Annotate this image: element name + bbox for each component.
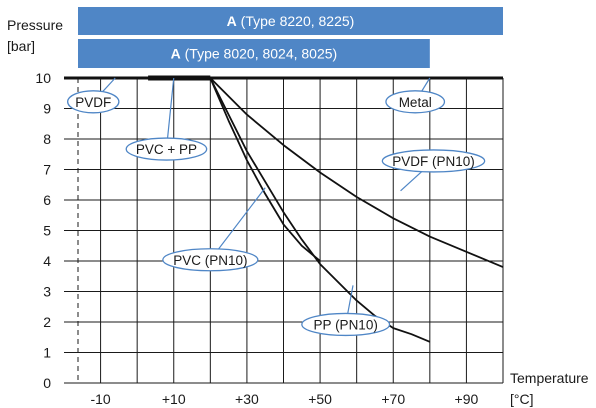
label-oval-pvc-pn10 (162, 248, 259, 272)
leader-pvc-pp (165, 77, 175, 150)
x-tick-label: +90 (455, 391, 479, 407)
label-oval-pvdf-pn10 (381, 149, 486, 173)
x-axis-label-line1: Temperature (510, 370, 589, 386)
band-type-8020-label-text: (Type 8020, 8024, 8025) (181, 46, 337, 62)
band-type-8220-label: A (Type 8220, 8225) (227, 13, 355, 29)
band-type-8220 (78, 7, 503, 35)
label-pvc-pp: PVC + PP (136, 142, 197, 157)
y-tick-label: 5 (43, 223, 51, 239)
annotation-layer: PVDF Metal PVC + PP PVDF (PN10) PVC (PN10) PP… (67, 77, 486, 337)
series-pvdf-pn10 (209, 77, 504, 268)
x-axis-label-line2: [°C] (510, 391, 534, 407)
label-oval-pvdf (67, 90, 120, 114)
series-pp-pn10 (209, 77, 431, 343)
y-tick-label: 2 (43, 314, 51, 330)
y-tick-label: 3 (43, 284, 51, 300)
band-type-8220-label-bold: A (227, 13, 237, 29)
series-pvc-pn10 (209, 77, 321, 262)
x-tick-label: +30 (235, 391, 259, 407)
label-pvdf: PVDF (75, 95, 111, 110)
y-tick-label: 8 (43, 131, 51, 147)
leader-pvc-pn10 (209, 187, 266, 261)
band-type-8020-label-bold: A (171, 46, 181, 62)
y-tick-label: 7 (43, 162, 51, 178)
label-oval-pp-pn10 (301, 312, 391, 337)
axis-layer: Pressure [bar] Temperature [°C] 0 1 2 3 4 5 6 7… (7, 17, 589, 407)
y-axis-label-line1: Pressure (7, 17, 63, 33)
x-tick-label: +70 (381, 391, 405, 407)
y-tick-label: 1 (43, 345, 51, 361)
y-tick-label: 10 (35, 70, 51, 86)
x-tick-label: +50 (308, 391, 332, 407)
label-pvdf-pn10: PVDF (PN10) (392, 154, 475, 169)
band-layer: A (Type 8220, 8225)A (Type 8020, 8024, 8… (78, 7, 503, 68)
y-tick-label: 9 (43, 101, 51, 117)
x-tick-label: +10 (162, 391, 186, 407)
x-tick-label: -10 (90, 391, 110, 407)
band-type-8220-label-text: (Type 8220, 8225) (237, 13, 355, 29)
label-oval-metal (385, 90, 446, 114)
y-tick-label: 0 (43, 375, 51, 391)
label-metal: Metal (399, 95, 432, 110)
grid-layer (64, 77, 504, 384)
y-tick-label: 6 (43, 192, 51, 208)
band-type-8020-label: A (Type 8020, 8024, 8025) (171, 46, 338, 62)
y-axis-label-line2: [bar] (7, 38, 35, 54)
label-pp-pn10: PP (PN10) (314, 317, 378, 332)
y-tick-label: 4 (43, 253, 51, 269)
label-pvc-pn10: PVC (PN10) (173, 253, 247, 268)
band-type-8020 (78, 39, 430, 68)
label-oval-pvc-pp (125, 137, 208, 161)
